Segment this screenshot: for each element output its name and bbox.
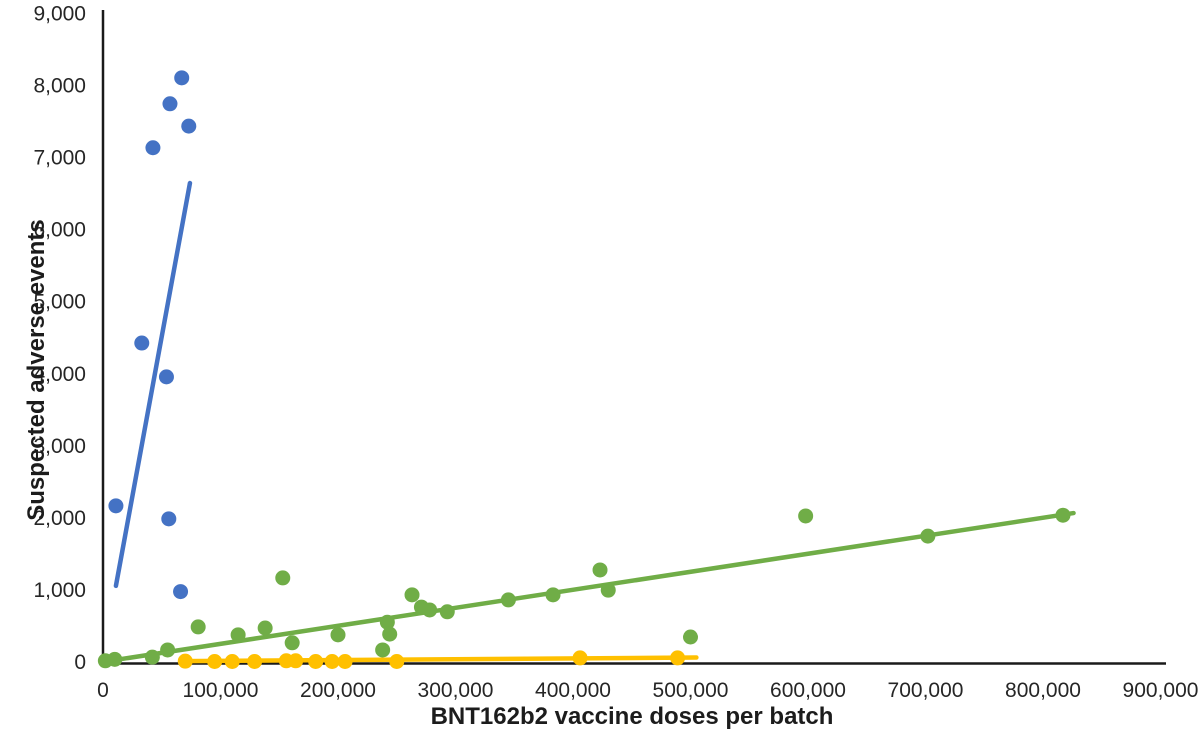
y-tick-label: 3,000 (33, 435, 86, 458)
x-axis-tick-labels: 0 100,000 200,000 300,000 400,000 500,000 600,… (97, 679, 1198, 702)
green-series-point (600, 582, 616, 598)
yellow-series-point (308, 654, 324, 669)
yellow-series-trendline (180, 655, 699, 664)
green-series-point (284, 635, 300, 651)
y-axis-title: Suspected adverse events (23, 219, 50, 521)
green-series-point (144, 649, 160, 665)
green-series-point (190, 619, 206, 635)
y-tick-label: 7,000 (33, 147, 86, 170)
blue-series-point (158, 369, 174, 385)
blue-series-point (134, 335, 150, 351)
green-series-point (683, 629, 698, 645)
blue-series-point (108, 498, 124, 514)
yellow-series-point (224, 654, 240, 669)
green-series-point (257, 620, 273, 636)
yellow-series-point (288, 653, 304, 669)
x-tick-label: 800,000 (1005, 679, 1081, 702)
green-series-point (422, 602, 438, 618)
yellow-series-point (207, 654, 223, 669)
blue-series-point (162, 96, 178, 112)
y-tick-label: 5,000 (33, 291, 86, 314)
green-series-point (382, 626, 398, 642)
green-series-point (798, 508, 814, 524)
green-series-point (379, 614, 395, 630)
yellow-series-point (324, 654, 340, 669)
x-axis-title: BNT162b2 vaccine doses per batch (430, 703, 834, 730)
green-series-point (500, 592, 516, 608)
green-series-point (160, 642, 176, 658)
green-series-point (920, 528, 936, 544)
x-tick-label: 400,000 (535, 679, 611, 702)
yellow-series-point (337, 654, 353, 669)
x-tick-label: 0 (97, 679, 109, 702)
x-tick-label: 700,000 (888, 679, 964, 702)
yellow-series-point (177, 653, 193, 669)
yellow-series-point (247, 654, 263, 669)
green-series-point (1055, 507, 1071, 523)
y-tick-label: 0 (74, 651, 86, 674)
green-series-trendline (107, 510, 1076, 664)
yellow-series-point (389, 654, 405, 669)
green-series-point (592, 562, 608, 578)
blue-series-point (145, 140, 161, 156)
x-tick-label: 500,000 (653, 679, 729, 702)
green-series-point (439, 604, 455, 620)
data-points-layer (97, 70, 1071, 669)
blue-series-point (161, 511, 177, 527)
y-axis-tick-labels: 0 1,000 2,000 3,000 4,000 5,000 6,000 7,000 8,00… (33, 3, 86, 675)
yellow-series-point (572, 650, 588, 666)
green-series-point (230, 627, 246, 643)
green-series-point (330, 627, 346, 643)
x-tick-label: 100,000 (183, 679, 259, 702)
blue-series-point (181, 118, 197, 134)
y-tick-label: 9,000 (33, 3, 86, 26)
green-series-point (275, 570, 291, 586)
blue-series-trendline (113, 180, 193, 589)
x-tick-label: 600,000 (770, 679, 846, 702)
x-tick-label: 200,000 (300, 679, 376, 702)
y-tick-label: 1,000 (33, 579, 86, 602)
green-series-point (404, 587, 420, 603)
yellow-series-point (670, 650, 686, 666)
x-tick-label: 300,000 (418, 679, 494, 702)
green-series-point (375, 642, 391, 658)
trendlines-layer (107, 180, 1076, 664)
y-tick-label: 2,000 (33, 507, 86, 530)
green-series-point (545, 587, 561, 603)
y-tick-label: 6,000 (33, 219, 86, 242)
x-tick-label: 900,000 (1123, 679, 1199, 702)
green-series-point (107, 651, 123, 667)
y-tick-label: 8,000 (33, 75, 86, 98)
blue-series-point (174, 70, 190, 86)
blue-series-point (173, 584, 189, 600)
y-tick-label: 4,000 (33, 363, 86, 386)
